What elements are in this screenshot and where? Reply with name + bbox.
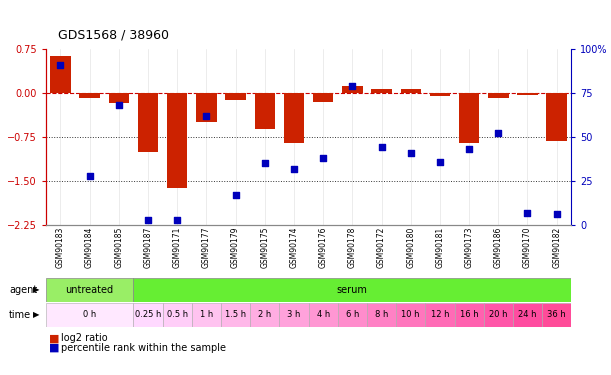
Text: time: time (9, 310, 31, 320)
Text: 36 h: 36 h (547, 310, 566, 320)
Bar (46, 303, 133, 327)
Bar (138, 93, 158, 152)
Bar (367, 303, 396, 327)
Text: 12 h: 12 h (431, 310, 449, 320)
Text: log2 ratio: log2 ratio (61, 333, 108, 343)
Text: ▶: ▶ (34, 310, 40, 320)
Bar (167, 93, 188, 188)
Bar (425, 303, 455, 327)
Text: serum: serum (337, 285, 368, 295)
Bar (518, 93, 538, 95)
Point (56, 62, 65, 68)
Bar (250, 303, 279, 327)
Bar (513, 303, 542, 327)
Text: 16 h: 16 h (460, 310, 478, 320)
Text: 20 h: 20 h (489, 310, 508, 320)
Text: 10 h: 10 h (401, 310, 420, 320)
Point (494, 130, 503, 136)
Bar (50, 56, 71, 93)
Point (552, 211, 562, 217)
Bar (109, 93, 129, 104)
Text: 4 h: 4 h (316, 310, 330, 320)
Text: 0.5 h: 0.5 h (167, 310, 188, 320)
Bar (542, 303, 571, 327)
Point (318, 155, 328, 161)
Bar (430, 93, 450, 96)
Bar (342, 86, 362, 93)
Text: 0.25 h: 0.25 h (135, 310, 161, 320)
Text: 8 h: 8 h (375, 310, 388, 320)
Point (376, 144, 386, 150)
Bar (284, 93, 304, 143)
Text: 1.5 h: 1.5 h (225, 310, 246, 320)
Bar (133, 278, 571, 302)
Bar (546, 93, 567, 141)
Point (289, 166, 299, 172)
Text: 3 h: 3 h (287, 310, 301, 320)
Text: 24 h: 24 h (518, 310, 536, 320)
Bar (225, 93, 246, 100)
Point (202, 113, 211, 119)
Bar (459, 93, 479, 143)
Point (85, 172, 95, 178)
Point (435, 159, 445, 165)
Text: 0 h: 0 h (83, 310, 97, 320)
Point (260, 160, 269, 166)
Text: agent: agent (9, 285, 37, 295)
Text: 6 h: 6 h (346, 310, 359, 320)
Bar (455, 303, 484, 327)
Point (348, 83, 357, 89)
Point (464, 146, 474, 152)
Bar (338, 303, 367, 327)
Text: untreated: untreated (65, 285, 114, 295)
Bar (192, 303, 221, 327)
Point (406, 150, 415, 156)
Bar (309, 303, 338, 327)
Point (231, 192, 241, 198)
Text: ■: ■ (49, 333, 59, 343)
Text: 2 h: 2 h (258, 310, 271, 320)
Bar (255, 93, 275, 129)
Bar (196, 93, 217, 122)
Text: GDS1568 / 38960: GDS1568 / 38960 (58, 28, 169, 41)
Bar (401, 89, 421, 93)
Point (522, 210, 532, 216)
Text: ■: ■ (49, 343, 59, 352)
Point (143, 217, 153, 223)
Bar (279, 303, 309, 327)
Bar (371, 89, 392, 93)
Bar (221, 303, 250, 327)
Bar (396, 303, 425, 327)
Bar (46, 278, 133, 302)
Bar (488, 93, 508, 98)
Point (114, 102, 123, 108)
Bar (163, 303, 192, 327)
Text: ▶: ▶ (34, 285, 40, 294)
Bar (79, 93, 100, 98)
Bar (484, 303, 513, 327)
Text: 1 h: 1 h (200, 310, 213, 320)
Bar (133, 303, 163, 327)
Bar (313, 93, 334, 102)
Text: percentile rank within the sample: percentile rank within the sample (61, 343, 226, 352)
Point (172, 217, 182, 223)
